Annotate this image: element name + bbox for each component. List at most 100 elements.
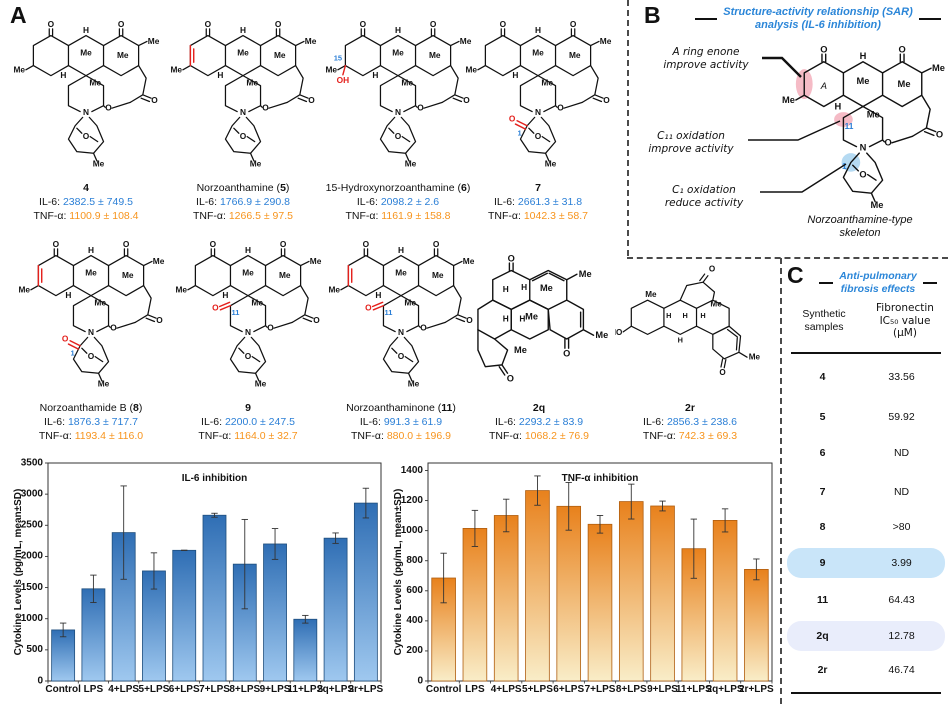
table-row: 5 59.92	[819, 411, 915, 423]
svg-text:9+LPS: 9+LPS	[647, 684, 678, 695]
il6-value-line: IL-6: 2661.3 ± 31.8	[493, 196, 583, 208]
table-row: 2q 12.78	[787, 621, 945, 651]
tnf-value-line: TNF-α: 1164.0 ± 32.7	[198, 430, 298, 442]
svg-text:3000: 3000	[21, 488, 44, 499]
svg-text:2q+LPS: 2q+LPS	[707, 684, 744, 695]
table-header-rule	[791, 352, 941, 354]
table-header-samples: Synthetic samples	[802, 308, 846, 333]
position-11-label: 11	[845, 121, 854, 131]
compound-name: 9	[245, 402, 251, 414]
svg-text:1500: 1500	[21, 582, 44, 593]
il6-value-line: IL-6: 2293.2 ± 83.9	[494, 416, 584, 428]
svg-text:Cytokine Levels (pg/mL, mean±S: Cytokine Levels (pg/mL, mean±SD)	[393, 489, 404, 656]
svg-text:LPS: LPS	[465, 684, 485, 695]
svg-text:400: 400	[406, 615, 423, 626]
tnf-value-line: TNF-α: 742.3 ± 69.3	[642, 430, 738, 442]
il6-value-line: IL-6: 991.3 ± 61.9	[359, 416, 443, 428]
il6-inhibition-chart: 0 500 1000 1500 2000 2500 3000 3500 Control LPS 4+…	[12, 455, 386, 703]
svg-text:500: 500	[26, 644, 43, 655]
skeleton-caption: Norzoanthamine-type skeleton	[807, 214, 913, 239]
svg-text:2500: 2500	[21, 520, 44, 531]
panel-b-title-text: Structure-activity relationship (SAR) an…	[723, 6, 913, 31]
panel-c-title: Anti-pulmonary fibrosis effects	[809, 270, 947, 296]
annotation-c11-oxidation: C₁₁ oxidation improve activity	[648, 130, 734, 155]
table-row: 7 ND	[819, 486, 910, 498]
tnf-value-line: TNF-α: 1161.9 ± 158.8	[345, 210, 451, 222]
svg-text:200: 200	[406, 645, 423, 656]
table-row: 4 33.56	[819, 371, 915, 383]
svg-text:2r+LPS: 2r+LPS	[739, 684, 774, 695]
svg-text:1000: 1000	[21, 613, 44, 624]
svg-text:Control: Control	[45, 684, 81, 695]
tnf-value-line: TNF-α: 1042.3 ± 58.7	[488, 210, 588, 222]
tnf-value-line: TNF-α: 1068.2 ± 76.9	[489, 430, 589, 442]
svg-text:8+LPS: 8+LPS	[616, 684, 647, 695]
structure-7	[464, 18, 613, 170]
table-row: 6 ND	[819, 447, 910, 459]
table-bottom-rule	[791, 692, 941, 694]
svg-text:11+LPS: 11+LPS	[676, 684, 712, 695]
compound-name: 2q	[532, 402, 546, 414]
svg-text:4+LPS: 4+LPS	[491, 684, 522, 695]
title-dash-left	[819, 282, 834, 284]
il6-value-line: IL-6: 1766.9 ± 290.8	[196, 196, 290, 208]
annotation-a-ring-enone: A ring enone improve activity	[663, 46, 749, 71]
divider-vertical-ab	[627, 0, 629, 256]
svg-text:0: 0	[37, 675, 43, 686]
panel-b: B Structure-activity relationship (SAR) …	[630, 0, 950, 256]
compound-card-2q: 2q IL-6: 2293.2 ± 83.9 TNF-α: 1068.2 ± 7…	[465, 228, 613, 443]
svg-text:1400: 1400	[401, 465, 424, 476]
structure-11	[327, 238, 476, 390]
svg-text:LPS: LPS	[84, 684, 104, 695]
panel-c-title-text: Anti-pulmonary fibrosis effects	[839, 270, 917, 295]
structure-6	[324, 18, 473, 170]
il6-value-line: IL-6: 2098.2 ± 2.6	[356, 196, 440, 208]
il6-value-line: IL-6: 1876.3 ± 717.7	[44, 416, 138, 428]
compound-name: 7	[535, 182, 541, 194]
table-row: 9 3.99	[787, 548, 945, 578]
compound-card-9: 9 IL-6: 2200.0 ± 247.5 TNF-α: 1164.0 ± 3…	[172, 228, 324, 443]
svg-text:3500: 3500	[21, 457, 44, 468]
svg-text:2000: 2000	[21, 551, 44, 562]
table-row: 8 >80	[819, 521, 911, 533]
svg-text:6+LPS: 6+LPS	[169, 684, 200, 695]
table-header-fibronectin: Fibronectin IC₅₀ value (μM)	[876, 302, 934, 339]
svg-text:7+LPS: 7+LPS	[199, 684, 230, 695]
compound-card-2r: 2r IL-6: 2856.3 ± 238.6 TNF-α: 742.3 ± 6…	[615, 228, 765, 443]
table-row: 11 64.43	[816, 594, 915, 606]
svg-text:5+LPS: 5+LPS	[139, 684, 170, 695]
compound-card-5: Norzoanthamine (5) IL-6: 1766.9 ± 290.8 …	[167, 8, 319, 223]
compound-card-11: Norzoanthaminone (11) IL-6: 991.3 ± 61.9…	[325, 228, 477, 443]
compound-card-4: 4 IL-6: 2382.5 ± 749.5 TNF-α: 1100.9 ± 1…	[10, 8, 162, 223]
svg-text:11+LPS: 11+LPS	[287, 684, 323, 695]
annotation-c1-oxidation: C₁ oxidation reduce activity	[664, 184, 744, 209]
svg-text:1200: 1200	[401, 495, 424, 506]
il6-value-line: IL-6: 2200.0 ± 247.5	[201, 416, 295, 428]
svg-text:8+LPS: 8+LPS	[229, 684, 260, 695]
compound-card-8: Norzoanthamide B (8) IL-6: 1876.3 ± 717.…	[15, 228, 167, 443]
title-dash-right	[922, 282, 937, 284]
compound-name: Norzoanthaminone (11)	[346, 402, 456, 414]
title-dash-right	[918, 18, 941, 20]
il6-value-line: IL-6: 2856.3 ± 238.6	[643, 416, 737, 428]
il6-value-line: IL-6: 2382.5 ± 749.5	[39, 196, 133, 208]
svg-text:TNF-α inhibition: TNF-α inhibition	[562, 473, 639, 484]
compound-name: 15-Hydroxynorzoanthamine (6)	[325, 182, 471, 194]
panel-c: C Anti-pulmonary fibrosis effects Synthe…	[783, 258, 950, 704]
structure-sar-skeleton: A 11 1	[781, 44, 946, 210]
tnf-value-line: TNF-α: 1193.4 ± 116.0	[38, 430, 144, 442]
compound-name: Norzoanthamide B (8)	[39, 402, 143, 414]
title-dash-left	[695, 18, 718, 20]
position-1-label: 1	[842, 161, 847, 171]
compound-card-6: 15-Hydroxynorzoanthamine (6) IL-6: 2098.…	[322, 8, 474, 223]
svg-text:9+LPS: 9+LPS	[260, 684, 291, 695]
structure-2q	[477, 252, 609, 385]
structure-4	[12, 18, 161, 170]
structure-9	[174, 238, 323, 390]
svg-text:Control: Control	[426, 684, 462, 695]
divider-horizontal-b	[627, 257, 948, 259]
svg-text:4+LPS: 4+LPS	[108, 684, 139, 695]
compound-card-7: 7 IL-6: 2661.3 ± 31.8 TNF-α: 1042.3 ± 58…	[462, 8, 614, 223]
svg-text:IL-6 inhibition: IL-6 inhibition	[182, 473, 248, 484]
